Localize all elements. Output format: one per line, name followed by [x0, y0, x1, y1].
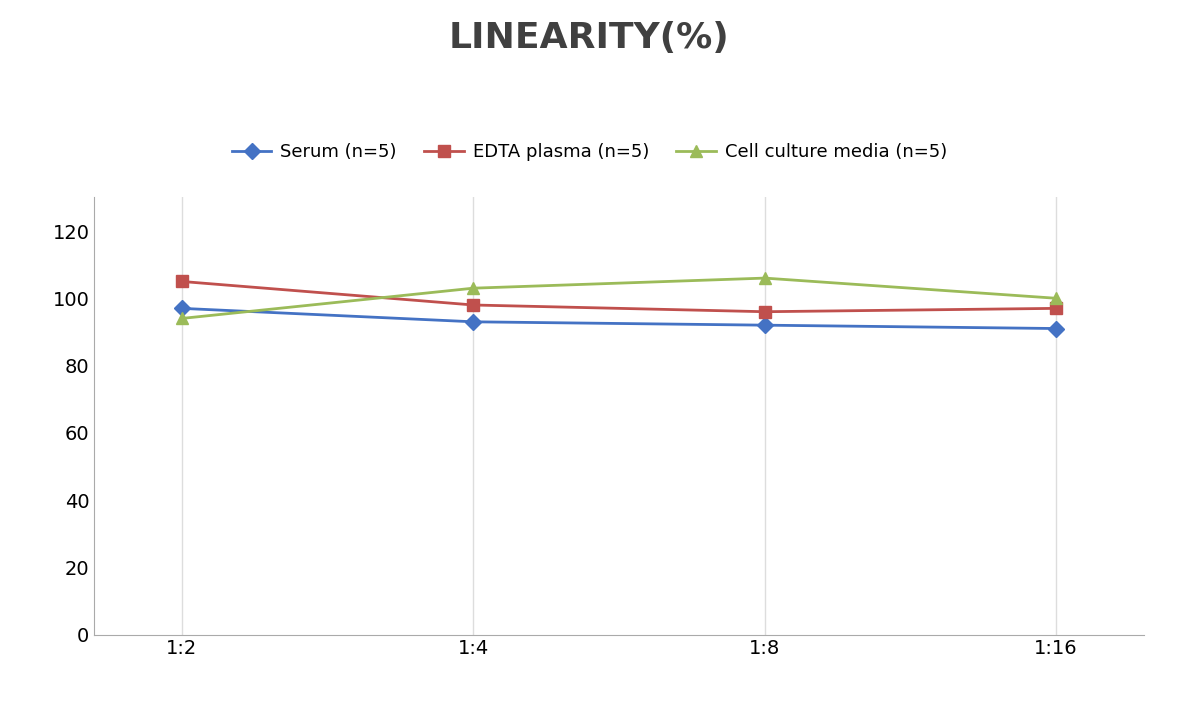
Line: Cell culture media (n=5): Cell culture media (n=5)	[176, 272, 1062, 325]
Serum (n=5)	[466, 317, 480, 326]
Cell culture media (n=5)	[1049, 294, 1063, 302]
EDTA plasma (n=5)	[1049, 304, 1063, 312]
Serum (n=5)	[174, 304, 189, 312]
Serum (n=5)	[1049, 324, 1063, 333]
Text: LINEARITY(%): LINEARITY(%)	[449, 21, 730, 55]
EDTA plasma (n=5)	[466, 301, 480, 309]
Cell culture media (n=5)	[466, 284, 480, 293]
Serum (n=5)	[758, 321, 772, 329]
Cell culture media (n=5)	[758, 274, 772, 282]
Cell culture media (n=5)	[174, 314, 189, 323]
EDTA plasma (n=5)	[758, 307, 772, 316]
EDTA plasma (n=5)	[174, 277, 189, 286]
Line: Serum (n=5): Serum (n=5)	[176, 303, 1062, 334]
Legend: Serum (n=5), EDTA plasma (n=5), Cell culture media (n=5): Serum (n=5), EDTA plasma (n=5), Cell cul…	[224, 136, 955, 168]
Line: EDTA plasma (n=5): EDTA plasma (n=5)	[176, 276, 1062, 317]
